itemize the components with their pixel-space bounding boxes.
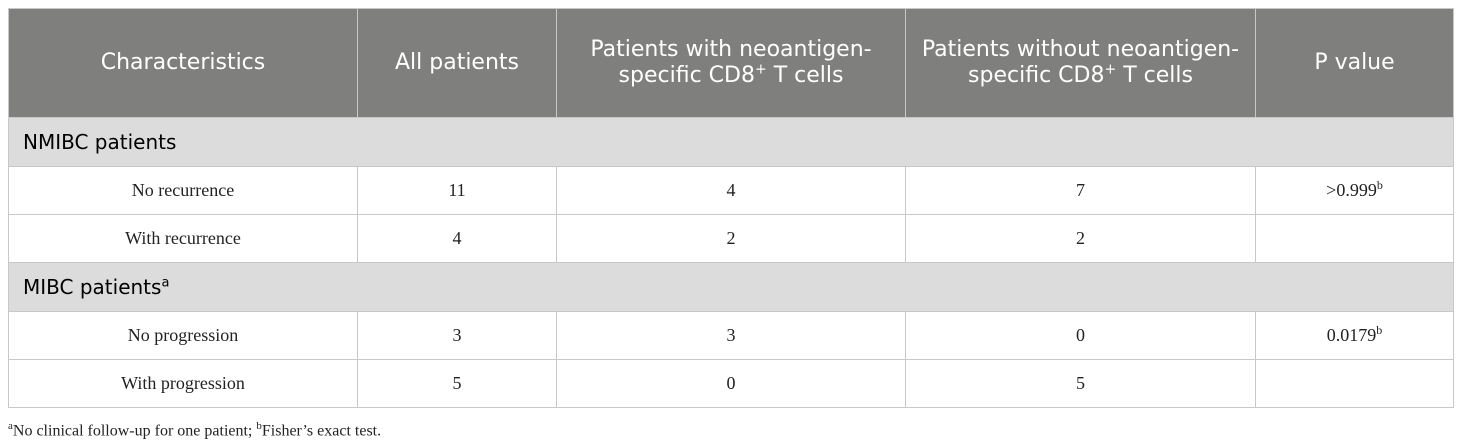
p-value-text: >0.999 (1326, 180, 1377, 200)
table-cell: 4 (556, 166, 906, 215)
table-body: NMIBC patients No recurrence 11 4 7 >0.999b Wi… (8, 117, 1454, 408)
header-text: T cells (766, 63, 844, 88)
footnote-sup: a (8, 420, 13, 432)
header-text: T cells (1116, 63, 1193, 88)
group-label-text: NMIBC patients (23, 130, 177, 154)
group-row: NMIBC patients (8, 117, 1454, 167)
data-row: No progression 3 3 0 0.0179b (8, 311, 1454, 360)
table-cell: 3 (357, 311, 557, 360)
footnote-text: Fisher’s exact test. (261, 422, 382, 440)
p-value-cell: >0.999b (1255, 166, 1454, 215)
footnote: aNo clinical follow-up for one patient; … (8, 420, 381, 440)
header-sup: + (754, 61, 767, 78)
header-text: Patients without neoantigen-specific CD8 (921, 37, 1240, 88)
header-cell: All patients (357, 8, 557, 118)
p-value-sup: b (1376, 323, 1383, 337)
p-value-cell (1255, 359, 1454, 408)
table-cell: No progression (8, 311, 358, 360)
header-text: P value (1314, 50, 1395, 75)
header-cell: Patients without neoantigen-specific CD8… (905, 8, 1256, 118)
header-cell: Patients with neoantigen-specific CD8+ T… (556, 8, 906, 118)
header-text: Patients with neoantigen-specific CD8 (590, 37, 872, 88)
header-text: All patients (394, 50, 520, 75)
header-sup: + (1104, 61, 1117, 78)
p-value-cell: 0.0179b (1255, 311, 1454, 360)
table-cell: With recurrence (8, 214, 358, 263)
group-row: MIBC patientsa (8, 262, 1454, 312)
data-row: With progression 5 0 5 (8, 359, 1454, 408)
footnote-text: No clinical follow-up for one patient; (12, 422, 257, 440)
group-label-sup: a (161, 275, 170, 291)
header-cell: Characteristics (8, 8, 358, 118)
footnote-sup: b (256, 420, 262, 432)
table-cell: 11 (357, 166, 557, 215)
data-row: No recurrence 11 4 7 >0.999b (8, 166, 1454, 215)
data-table: Characteristics All patients Patients with… (8, 8, 1454, 408)
table-cell: 5 (905, 359, 1256, 408)
table-cell: 7 (905, 166, 1256, 215)
header-cell: P value (1255, 8, 1454, 118)
table-cell: With progression (8, 359, 358, 408)
p-value-text: 0.0179 (1326, 325, 1377, 345)
group-label: MIBC patientsa (8, 262, 1454, 312)
table-cell: No recurrence (8, 166, 358, 215)
table-cell: 0 (905, 311, 1256, 360)
table-cell: 0 (556, 359, 906, 408)
group-label-text: MIBC patients (23, 275, 162, 299)
header-row: Characteristics All patients Patients with… (8, 8, 1454, 118)
table-cell: 2 (905, 214, 1256, 263)
p-value-sup: b (1376, 178, 1383, 192)
table-cell: 5 (357, 359, 557, 408)
header-text: Characteristics (100, 50, 266, 75)
p-value-cell (1255, 214, 1454, 263)
table-cell: 4 (357, 214, 557, 263)
group-label: NMIBC patients (8, 117, 1454, 167)
table-cell: 2 (556, 214, 906, 263)
table-cell: 3 (556, 311, 906, 360)
data-row: With recurrence 4 2 2 (8, 214, 1454, 263)
